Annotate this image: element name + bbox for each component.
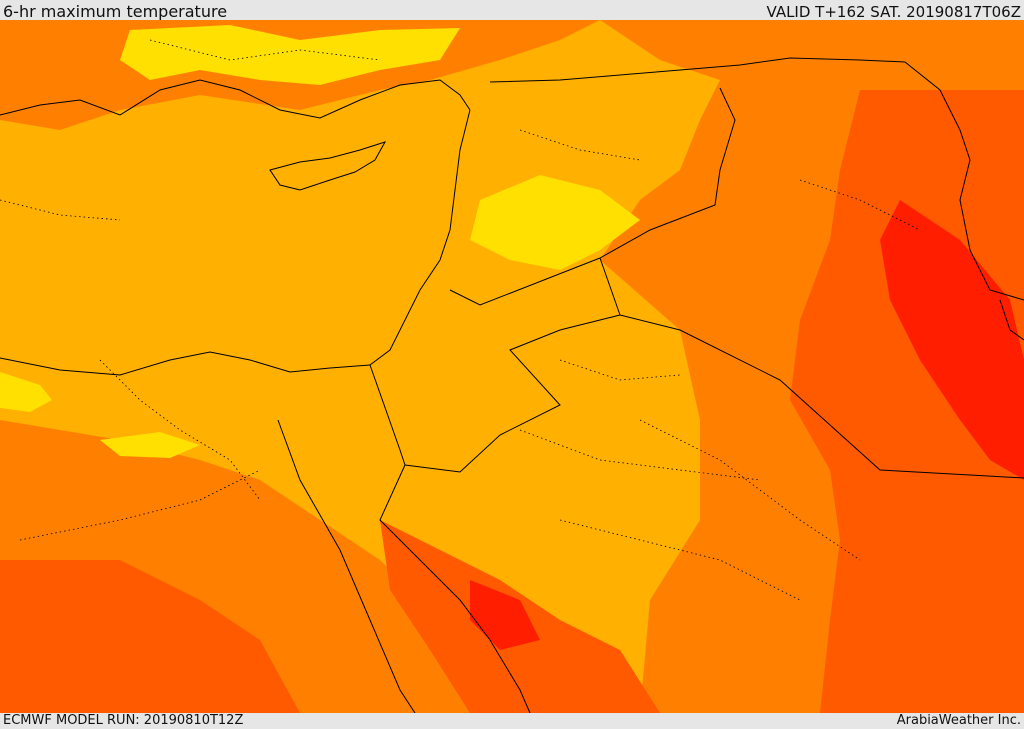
dotted-boundary-7 [519, 129, 641, 161]
gulf-coast [999, 299, 1024, 341]
border-jordan [449, 257, 601, 306]
footer-bar: ECMWF MODEL RUN: 20190810T12Z ArabiaWeat… [0, 713, 1024, 729]
coastline-red-sea-west [277, 419, 416, 713]
coastline-turkey-south [0, 79, 471, 119]
border-syria-turkey [489, 57, 906, 83]
dotted-boundary-6 [799, 179, 921, 231]
internal-boundaries [0, 39, 921, 601]
border-sinai [369, 364, 406, 466]
coastline-egypt-north [0, 351, 371, 376]
coastline-red-sea-east [379, 464, 531, 713]
dotted-boundary-5 [639, 419, 861, 561]
border-iraq-iran [904, 61, 1024, 301]
temp-zone-mild-egypt [100, 432, 200, 458]
dotted-boundary-10 [149, 39, 381, 61]
country-borders [0, 57, 1024, 713]
temp-zone-very-hot-east [790, 90, 1024, 713]
dotted-boundary-2 [19, 469, 261, 541]
dotted-boundary-4 [559, 359, 681, 381]
valid-time-label: VALID T+162 SAT. 20190817T06Z [766, 3, 1021, 21]
map-title: 6-hr maximum temperature [3, 2, 228, 21]
dotted-boundary-9 [559, 519, 801, 601]
border-saudi-iraq [619, 314, 1024, 479]
temp-zone-mild-north [120, 25, 460, 85]
border-jordan-saudi [404, 257, 621, 473]
credit-label: ArabiaWeather Inc. [896, 713, 1021, 728]
coastline-levant [369, 109, 471, 366]
cyprus-outline [269, 141, 387, 191]
temp-zone-very-hot-sw [0, 560, 300, 713]
temp-zone-extreme-iraq [880, 200, 1024, 480]
temp-zone-mild-west [0, 372, 52, 412]
temp-zone-mild-levant [470, 175, 640, 270]
temp-zone-extreme-south [470, 580, 540, 650]
header-bar: 6-hr maximum temperature VALID T+162 SAT… [0, 0, 1024, 21]
temperature-map [0, 20, 1024, 713]
border-syria-iraq [599, 87, 736, 259]
model-run-label: ECMWF MODEL RUN: 20190810T12Z [3, 713, 244, 728]
